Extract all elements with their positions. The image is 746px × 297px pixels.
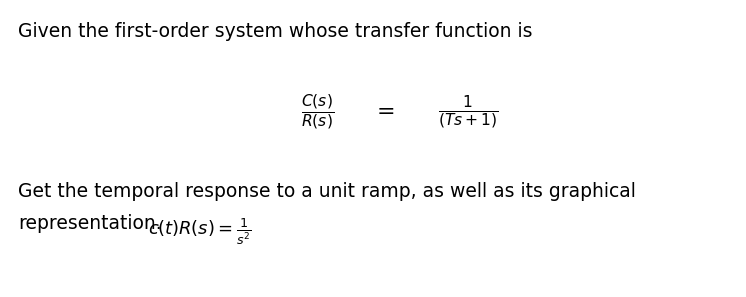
Text: $\frac{1}{(Ts+1)}$: $\frac{1}{(Ts+1)}$ xyxy=(438,93,498,131)
Text: $=$: $=$ xyxy=(372,100,395,120)
Text: $c(t)R(s) = \frac{1}{s^2}$: $c(t)R(s) = \frac{1}{s^2}$ xyxy=(148,217,251,247)
Text: Given the first-order system whose transfer function is: Given the first-order system whose trans… xyxy=(18,22,533,41)
Text: Get the temporal response to a unit ramp, as well as its graphical: Get the temporal response to a unit ramp… xyxy=(18,182,636,201)
Text: $\frac{C(s)}{R(s)}$: $\frac{C(s)}{R(s)}$ xyxy=(301,92,334,132)
Text: representation.: representation. xyxy=(18,214,162,233)
